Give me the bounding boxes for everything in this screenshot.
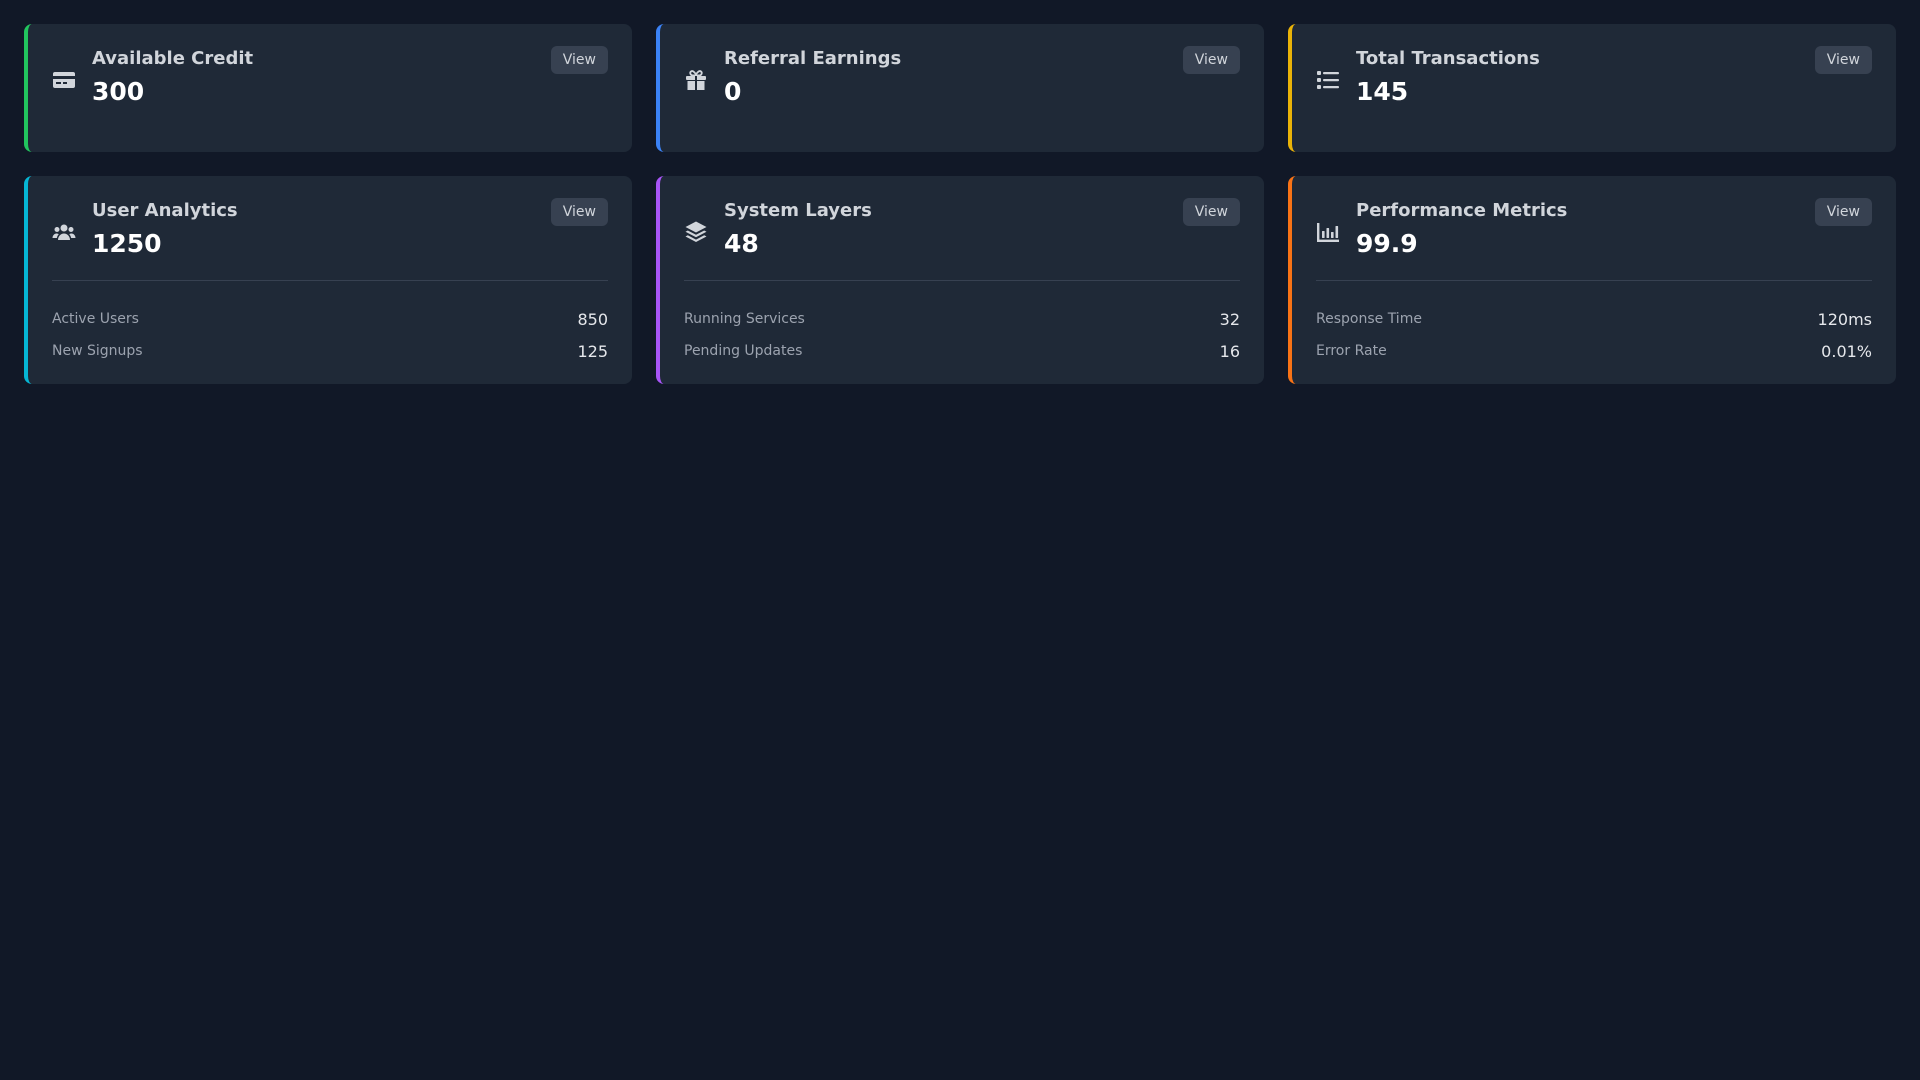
card-value: 99.9 xyxy=(1356,229,1418,258)
stat-value: 120ms xyxy=(1817,309,1872,329)
stat-row: Error Rate 0.01% xyxy=(1316,335,1872,367)
card-referral-earnings: Referral Earnings 0 View xyxy=(656,24,1264,152)
card-header: Performance Metrics 99.9 View xyxy=(1316,198,1872,260)
stat-value: 32 xyxy=(1219,309,1240,329)
card-value: 145 xyxy=(1356,77,1409,106)
view-button[interactable]: View xyxy=(550,46,608,74)
stats-list: Running Services 32 Pending Updates 16 xyxy=(684,303,1240,367)
stat-label: Response Time xyxy=(1316,311,1422,327)
divider xyxy=(52,280,608,281)
card-title: User Analytics xyxy=(92,200,238,221)
stat-row: Running Services 32 xyxy=(684,303,1240,335)
stat-row: Response Time 120ms xyxy=(1316,303,1872,335)
card-value: 1250 xyxy=(92,229,162,258)
view-button[interactable]: View xyxy=(1814,46,1872,74)
stats-list: Response Time 120ms Error Rate 0.01% xyxy=(1316,303,1872,367)
stat-row: Pending Updates 16 xyxy=(684,335,1240,367)
stat-row: New Signups 125 xyxy=(52,335,608,367)
dashboard-grid: Available Credit 300 View Referral Earni… xyxy=(24,24,1896,384)
stat-label: Active Users xyxy=(52,311,139,327)
stat-value: 0.01% xyxy=(1821,341,1872,361)
stat-value: 850 xyxy=(577,309,608,329)
card-available-credit: Available Credit 300 View xyxy=(24,24,632,152)
card-header: System Layers 48 View xyxy=(684,198,1240,260)
card-header: User Analytics 1250 View xyxy=(52,198,608,260)
card-value: 300 xyxy=(92,77,145,106)
card-header: Available Credit 300 View xyxy=(52,46,608,108)
stat-label: Pending Updates xyxy=(684,343,803,359)
list-icon xyxy=(1316,68,1340,92)
stat-value: 125 xyxy=(577,341,608,361)
stat-value: 16 xyxy=(1219,341,1240,361)
divider xyxy=(1316,280,1872,281)
view-button[interactable]: View xyxy=(1814,198,1872,226)
credit-card-icon xyxy=(52,68,76,92)
view-button[interactable]: View xyxy=(1182,46,1240,74)
card-header: Referral Earnings 0 View xyxy=(684,46,1240,108)
stat-label: New Signups xyxy=(52,343,143,359)
view-button[interactable]: View xyxy=(1182,198,1240,226)
card-text: User Analytics 1250 xyxy=(92,200,608,260)
stat-label: Running Services xyxy=(684,311,805,327)
card-title: Available Credit xyxy=(92,48,254,69)
layers-icon xyxy=(684,220,708,244)
card-title: System Layers xyxy=(724,200,872,221)
stat-label: Error Rate xyxy=(1316,343,1387,359)
card-title: Referral Earnings xyxy=(724,48,902,69)
card-system-layers: System Layers 48 View Running Services 3… xyxy=(656,176,1264,384)
card-title: Performance Metrics xyxy=(1356,200,1568,221)
card-performance-metrics: Performance Metrics 99.9 View Response T… xyxy=(1288,176,1896,384)
card-text: Total Transactions 145 xyxy=(1356,48,1872,108)
card-total-transactions: Total Transactions 145 View xyxy=(1288,24,1896,152)
card-text: Performance Metrics 99.9 xyxy=(1356,200,1872,260)
stats-list: Active Users 850 New Signups 125 xyxy=(52,303,608,367)
card-user-analytics: User Analytics 1250 View Active Users 85… xyxy=(24,176,632,384)
card-text: System Layers 48 xyxy=(724,200,1240,260)
divider xyxy=(684,280,1240,281)
users-icon xyxy=(52,220,76,244)
gift-icon xyxy=(684,68,708,92)
stat-row: Active Users 850 xyxy=(52,303,608,335)
card-text: Referral Earnings 0 xyxy=(724,48,1240,108)
card-header: Total Transactions 145 View xyxy=(1316,46,1872,108)
card-value: 0 xyxy=(724,77,742,106)
card-text: Available Credit 300 xyxy=(92,48,608,108)
card-title: Total Transactions xyxy=(1356,48,1540,69)
view-button[interactable]: View xyxy=(550,198,608,226)
card-value: 48 xyxy=(724,229,759,258)
bar-chart-icon xyxy=(1316,220,1340,244)
